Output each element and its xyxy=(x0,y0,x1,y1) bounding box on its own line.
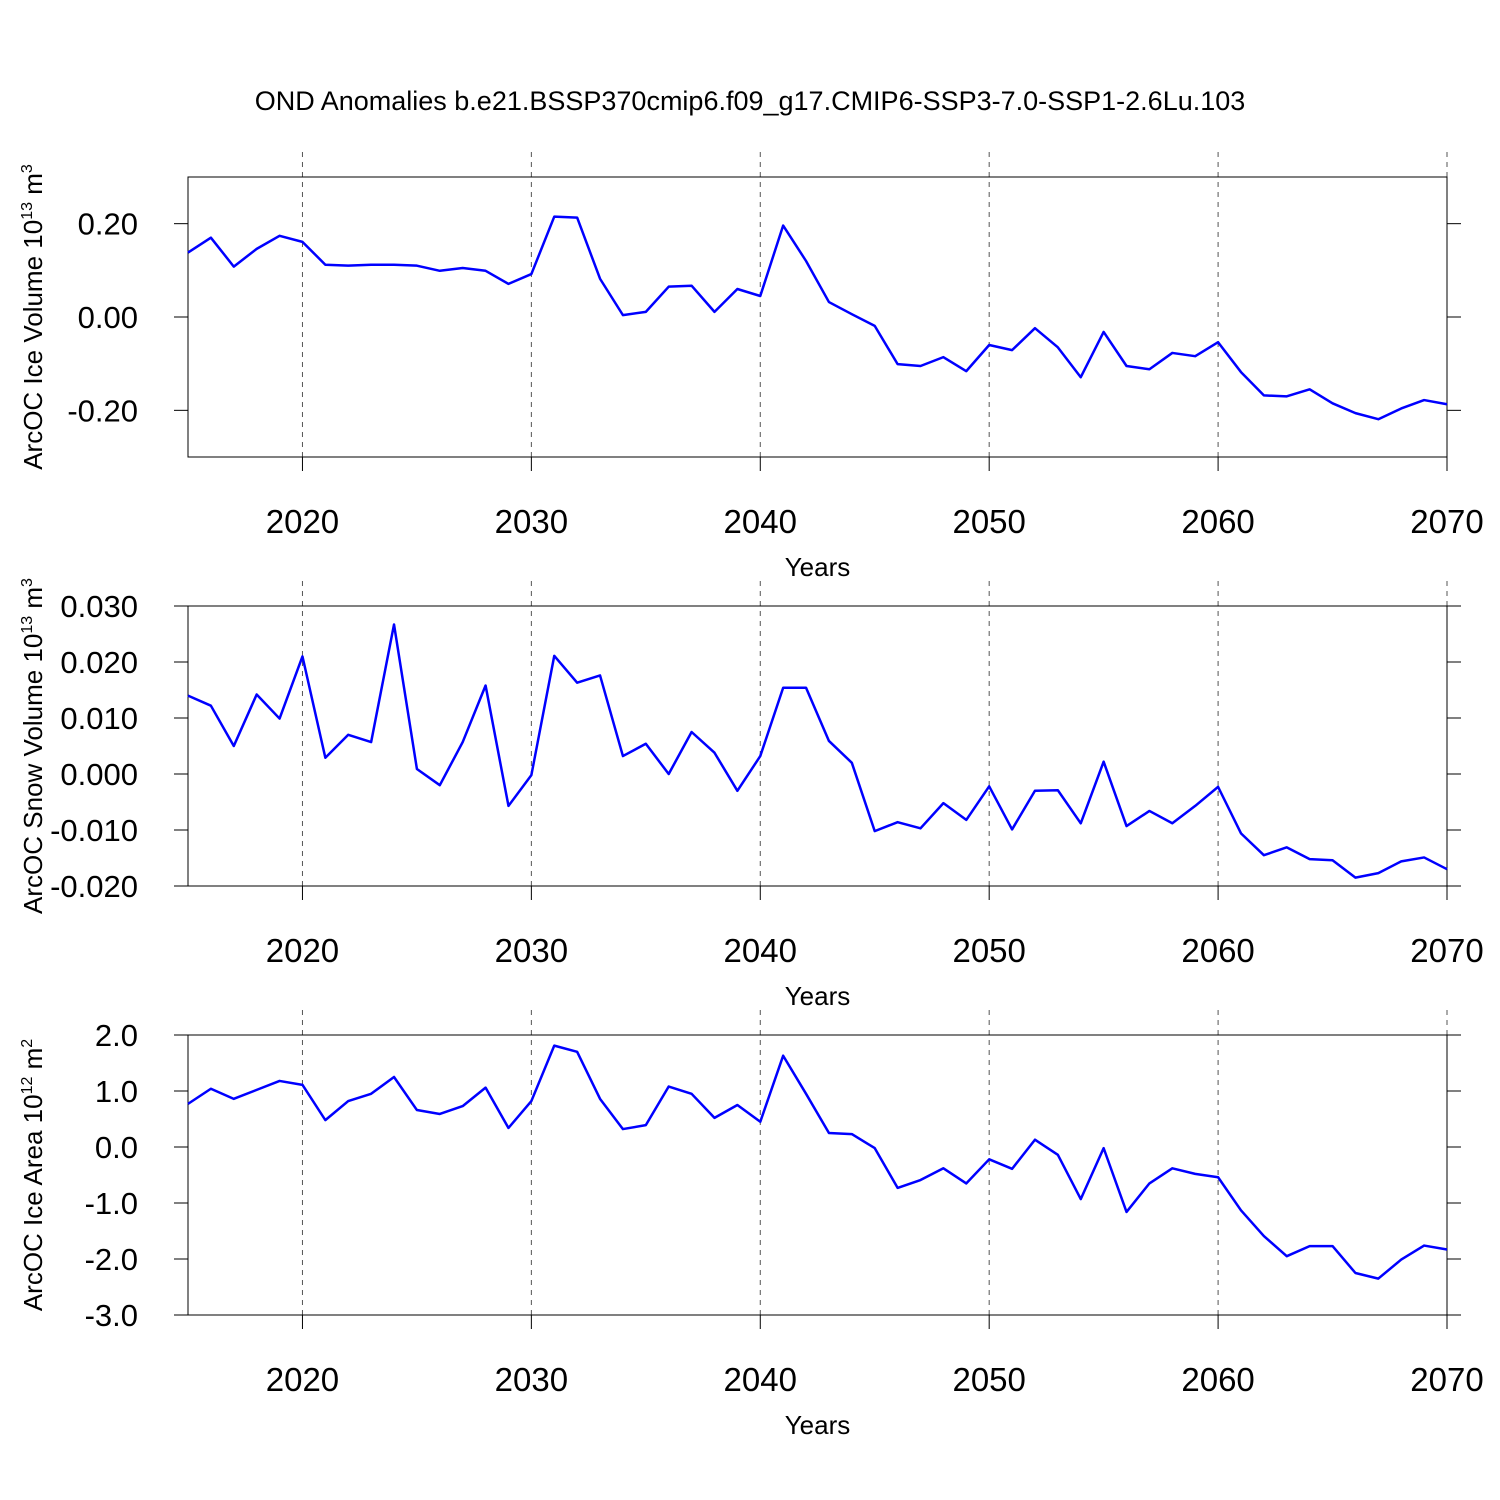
x-axis-label: Years xyxy=(785,1410,851,1440)
y-axis-label-exponent: 13 xyxy=(19,616,36,634)
data-line xyxy=(187,1044,1448,1280)
plot-frame xyxy=(187,1034,1448,1316)
y-axis-label: ArcOC Ice Volume 1013 m3 xyxy=(18,164,48,470)
y-tick-label: -1.0 xyxy=(85,1186,138,1221)
x-tick-label: 2040 xyxy=(724,1361,797,1398)
y-axis-label-exponent: 2 xyxy=(19,1039,36,1048)
y-axis-label-unit: m xyxy=(18,587,48,616)
y-tick-label: 0.000 xyxy=(60,757,138,792)
x-tick-label: 2040 xyxy=(724,503,797,540)
x-tick-label: 2070 xyxy=(1410,1361,1483,1398)
x-tick-label: 2070 xyxy=(1410,932,1483,969)
data-line xyxy=(187,215,1448,421)
y-tick-label: -0.020 xyxy=(50,869,138,904)
figure-title: OND Anomalies b.e21.BSSP370cmip6.f09_g17… xyxy=(255,86,1246,116)
y-tick-label: -0.20 xyxy=(67,393,138,428)
x-tick-label: 2020 xyxy=(266,932,339,969)
plot-frame xyxy=(187,176,1448,458)
y-axis-label: ArcOC Snow Volume 1013 m3 xyxy=(18,578,48,914)
x-tick-label: 2020 xyxy=(266,503,339,540)
y-axis-label-unit: m xyxy=(18,173,48,202)
y-tick-label: 1.0 xyxy=(95,1074,138,1109)
x-tick-label: 2050 xyxy=(952,932,1025,969)
y-axis-label-exponent: 12 xyxy=(19,1077,36,1095)
x-tick-label: 2030 xyxy=(495,932,568,969)
y-tick-label: 0.20 xyxy=(78,207,138,242)
y-tick-label: -0.010 xyxy=(50,813,138,848)
x-tick-label: 2060 xyxy=(1181,932,1254,969)
x-tick-label: 2070 xyxy=(1410,503,1483,540)
y-axis-label-text: ArcOC Ice Volume 10 xyxy=(18,220,48,470)
x-tick-label: 2040 xyxy=(724,932,797,969)
x-tick-label: 2030 xyxy=(495,503,568,540)
y-tick-label: 0.020 xyxy=(60,645,138,680)
y-tick-label: 0.00 xyxy=(78,300,138,335)
y-tick-label: 0.0 xyxy=(95,1130,138,1165)
y-tick-label: 0.010 xyxy=(60,701,138,736)
y-axis-label-unit: m xyxy=(18,1048,48,1077)
x-tick-label: 2020 xyxy=(266,1361,339,1398)
y-axis-label-exponent: 3 xyxy=(19,578,36,587)
x-tick-label: 2050 xyxy=(952,1361,1025,1398)
y-axis-label-text: ArcOC Ice Area 10 xyxy=(18,1094,48,1311)
x-tick-label: 2030 xyxy=(495,1361,568,1398)
x-axis-label: Years xyxy=(785,981,851,1011)
data-line xyxy=(187,623,1448,879)
y-axis-label-exponent: 13 xyxy=(19,202,36,220)
y-tick-label: -2.0 xyxy=(85,1242,138,1277)
y-tick-label: 0.030 xyxy=(60,589,138,624)
y-tick-label: 2.0 xyxy=(95,1018,138,1053)
x-tick-label: 2060 xyxy=(1181,1361,1254,1398)
y-axis-label-exponent: 3 xyxy=(19,164,36,173)
x-axis-label: Years xyxy=(785,552,851,582)
y-tick-label: -3.0 xyxy=(85,1298,138,1333)
x-tick-label: 2060 xyxy=(1181,503,1254,540)
plot-frame xyxy=(187,605,1448,887)
y-axis-label: ArcOC Ice Area 1012 m2 xyxy=(18,1039,48,1311)
y-axis-label-text: ArcOC Snow Volume 10 xyxy=(18,634,48,914)
x-tick-label: 2050 xyxy=(952,503,1025,540)
